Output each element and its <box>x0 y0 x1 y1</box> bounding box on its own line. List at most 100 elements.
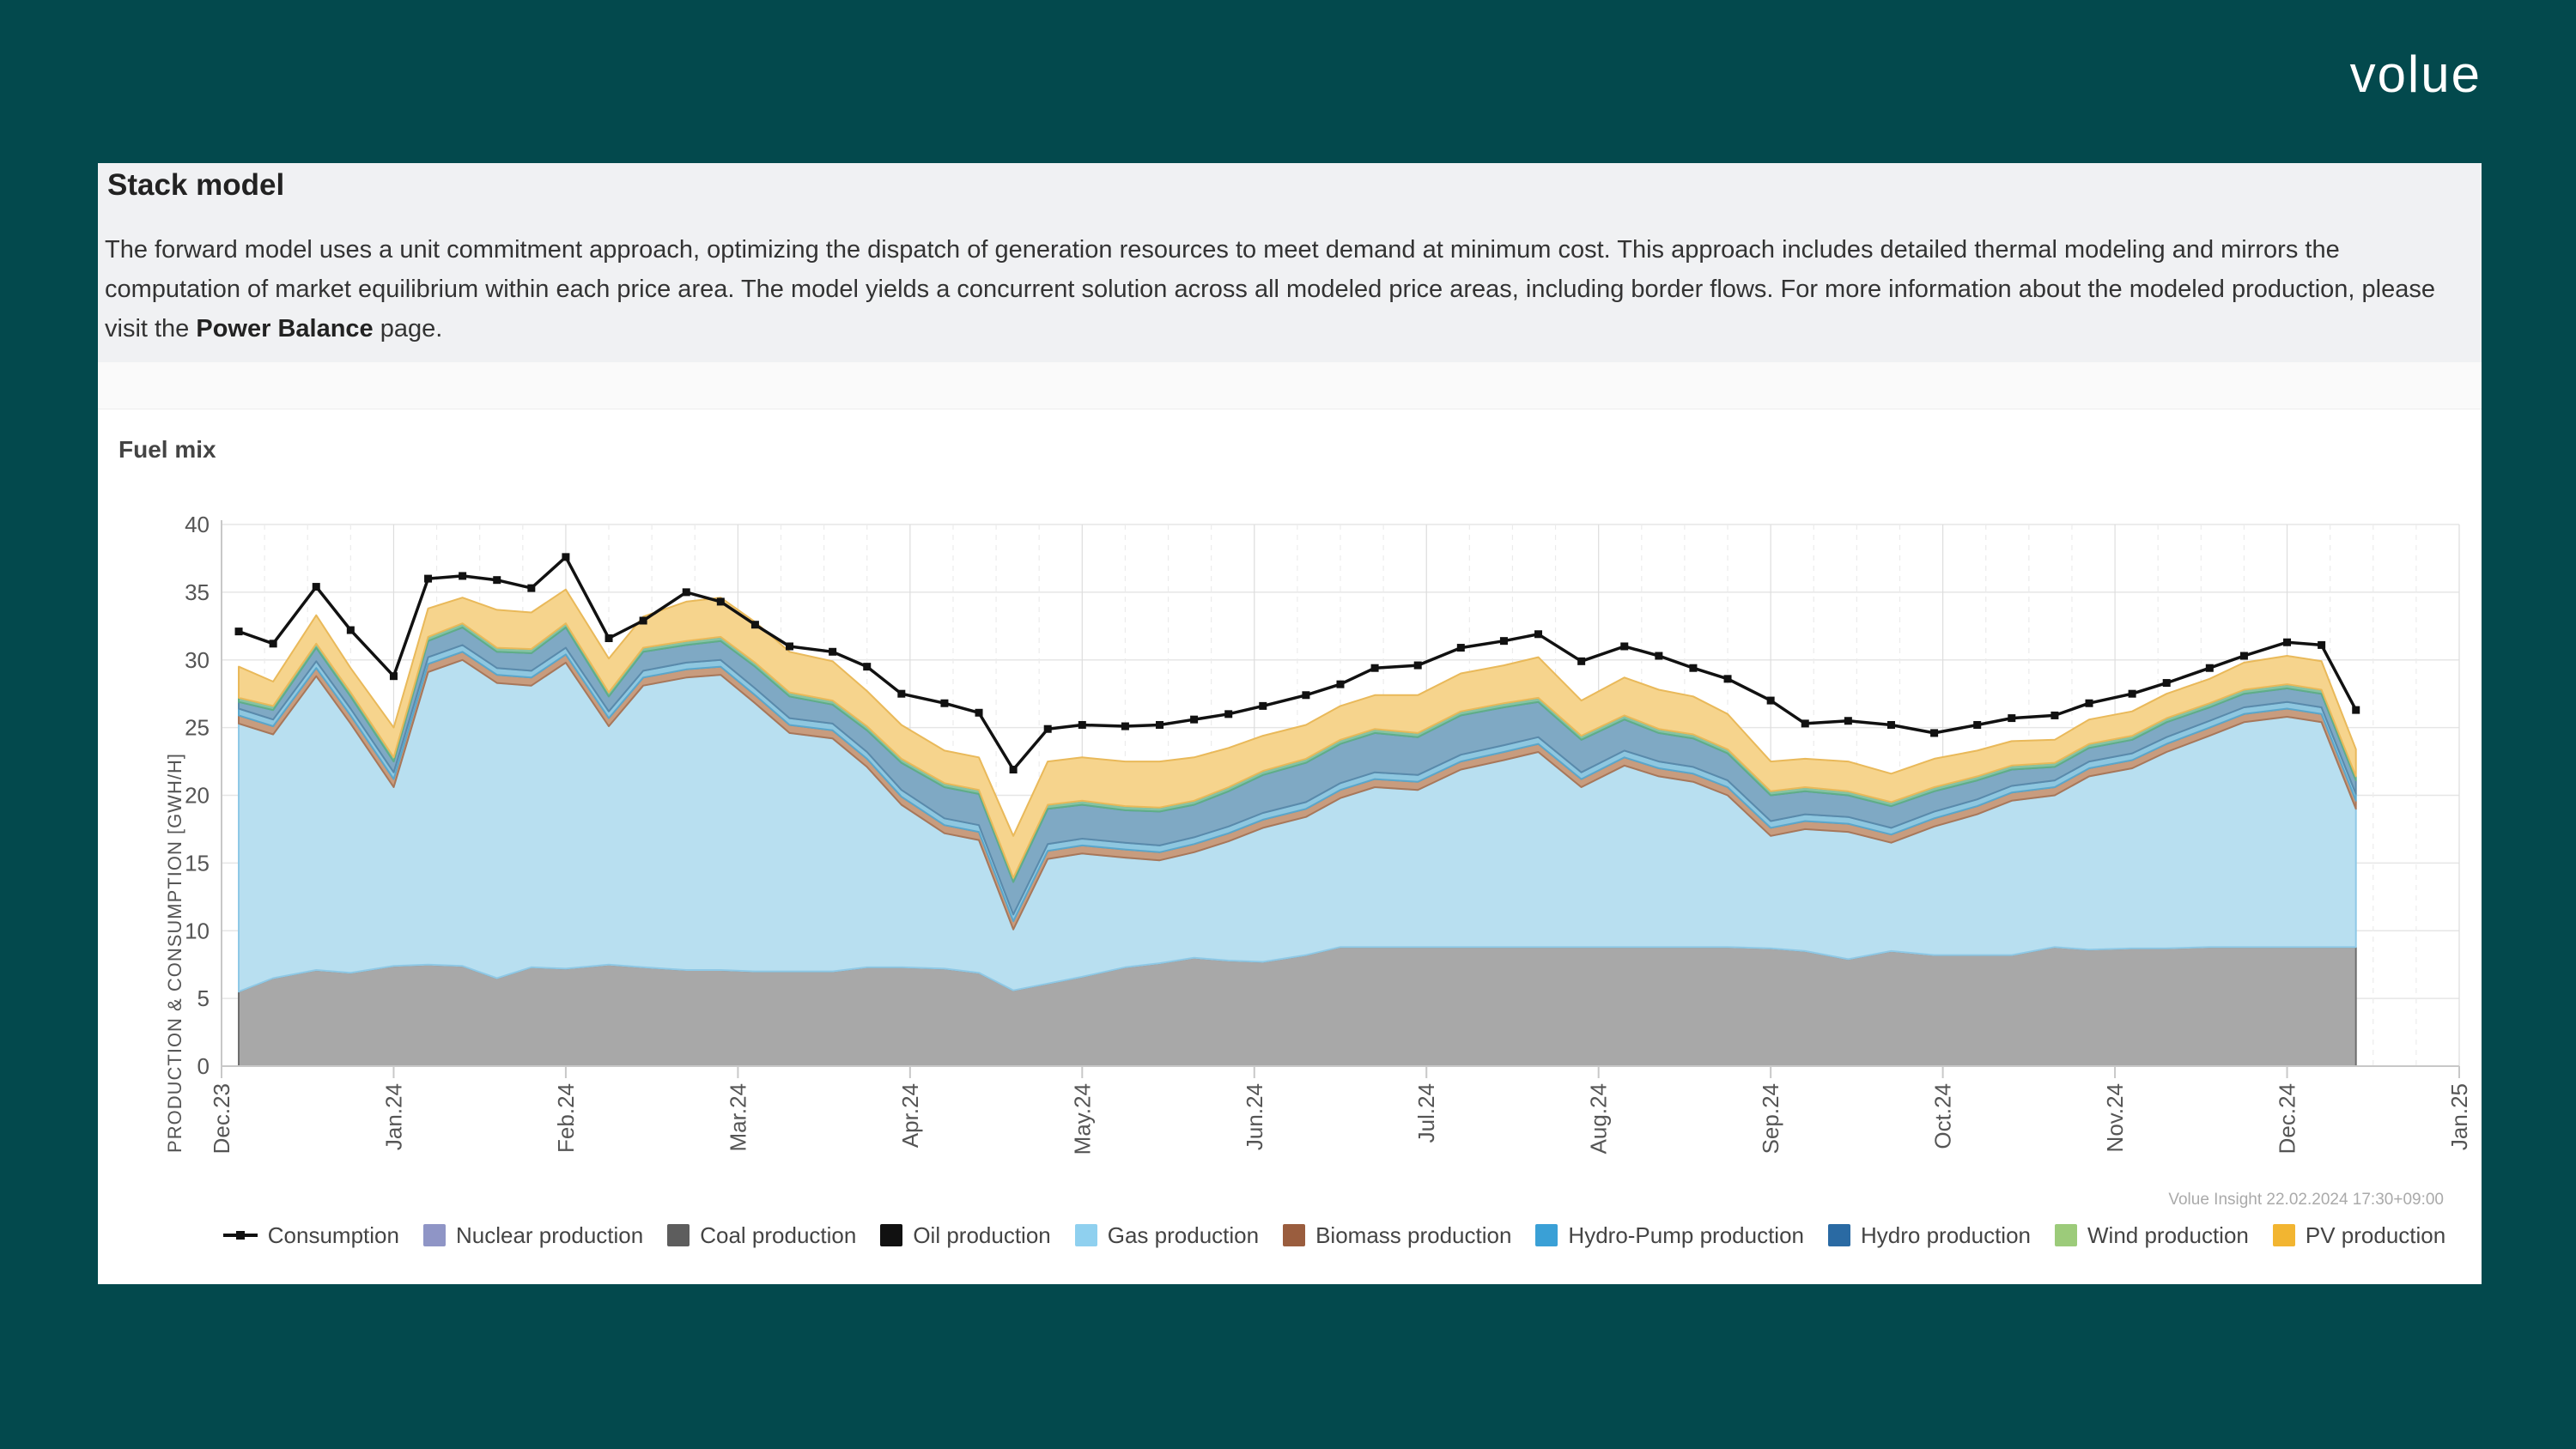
consumption-point <box>2128 689 2136 698</box>
consumption-point <box>829 647 837 656</box>
consumption-point <box>1009 766 1018 774</box>
consumption-point <box>1844 717 1852 725</box>
consumption-point <box>1930 729 1939 737</box>
legend-swatch <box>1535 1224 1558 1246</box>
x-tick-label: Jul.24 <box>1413 1083 1439 1143</box>
x-tick-label: Dec.23 <box>209 1083 234 1154</box>
stacked-areas <box>238 588 2357 1067</box>
legend-item[interactable]: Consumption <box>222 1221 399 1250</box>
consumption-point <box>562 553 570 561</box>
x-tick-label: Jun.24 <box>1242 1083 1267 1150</box>
y-tick-label: 0 <box>197 1053 210 1079</box>
legend-label: Gas production <box>1107 1222 1260 1248</box>
consumption-point <box>1336 680 1345 688</box>
info-text: The forward model uses a unit commitment… <box>105 230 2458 349</box>
consumption-point <box>1224 710 1233 718</box>
x-tick-label: Sep.24 <box>1758 1083 1783 1154</box>
consumption-point <box>1886 720 1895 729</box>
legend-label: Nuclear production <box>455 1222 644 1248</box>
consumption-point <box>1043 724 1052 733</box>
legend-swatch <box>1828 1224 1850 1246</box>
consumption-point <box>716 597 725 606</box>
consumption-point <box>424 574 433 583</box>
x-tick-label: Dec.24 <box>2275 1083 2300 1154</box>
info-box: Stack model The forward model uses a uni… <box>98 163 2482 362</box>
consumption-point <box>1190 715 1199 724</box>
legend-swatch <box>1074 1224 1097 1246</box>
legend-item[interactable]: Gas production <box>1074 1221 1260 1250</box>
consumption-point <box>940 699 949 707</box>
consumption-point <box>750 621 759 629</box>
legend-label: Oil production <box>913 1222 1051 1248</box>
consumption-point <box>1156 720 1164 729</box>
legend-item[interactable]: Hydro-Pump production <box>1535 1221 1804 1250</box>
consumption-point <box>1620 642 1629 651</box>
x-tick-label: Aug.24 <box>1586 1083 1612 1154</box>
legend-swatch <box>880 1224 903 1246</box>
consumption-point <box>2283 638 2292 646</box>
y-tick-label: 25 <box>185 715 210 741</box>
credit-text: Volue Insight 22.02.2024 17:30+09:00 <box>2168 1191 2444 1209</box>
info-text-end: page. <box>373 315 443 343</box>
consumption-point <box>2050 711 2059 719</box>
y-tick-label: 30 <box>185 647 210 673</box>
y-axis-title: PRODUCTION & CONSUMPTION [GWH/H] <box>164 753 185 1153</box>
legend-label: Consumption <box>267 1222 399 1248</box>
x-tick-label: Feb.24 <box>553 1083 579 1153</box>
pv-production-area <box>238 588 2357 879</box>
consumption-point <box>1499 637 1508 646</box>
consumption-point <box>269 640 277 648</box>
legend-item[interactable]: PV production <box>2272 1221 2445 1250</box>
consumption-point <box>1370 664 1379 672</box>
x-tick-label: Jan.25 <box>2446 1083 2472 1150</box>
consumption-point <box>1723 675 1732 683</box>
y-tick-label: 40 <box>185 512 210 537</box>
consumption-point <box>682 588 690 597</box>
legend-item[interactable]: Nuclear production <box>422 1221 644 1250</box>
consumption-point <box>2162 679 2171 688</box>
legend-item[interactable]: Hydro production <box>1828 1221 2031 1250</box>
consumption-point <box>1655 652 1663 660</box>
consumption-point <box>2085 699 2093 707</box>
consumption-point <box>2352 706 2360 714</box>
gas-production-area <box>238 658 2357 993</box>
consumption-point <box>786 642 794 651</box>
consumption-point <box>1302 691 1310 700</box>
legend-label: Biomass production <box>1315 1222 1512 1248</box>
legend-item[interactable]: Coal production <box>667 1221 856 1250</box>
brand-logo: volue <box>2349 45 2482 103</box>
legend-swatch <box>667 1224 690 1246</box>
consumption-point <box>1121 722 1129 731</box>
consumption-point <box>1801 719 1809 728</box>
consumption-point <box>975 708 983 717</box>
legend-item[interactable]: Oil production <box>880 1221 1051 1250</box>
legend-label: Hydro production <box>1861 1222 2031 1248</box>
y-tick-label: 35 <box>185 579 210 605</box>
consumption-point <box>2008 714 2016 723</box>
x-tick-label: Nov.24 <box>2102 1083 2128 1152</box>
legend-item[interactable]: Biomass production <box>1283 1221 1511 1250</box>
legend-item[interactable]: Wind production <box>2055 1221 2249 1250</box>
consumption-point <box>2205 664 2214 672</box>
x-tick-label: Jan.24 <box>380 1083 406 1150</box>
consumption-point <box>527 584 536 592</box>
consumption-point <box>1689 664 1698 672</box>
consumption-point <box>2239 652 2248 660</box>
info-text-body: The forward model uses a unit commitment… <box>105 236 2435 343</box>
consumption-point <box>1766 696 1775 705</box>
consumption-point <box>1534 630 1543 639</box>
consumption-point <box>346 626 355 634</box>
consumption-point <box>389 672 398 681</box>
consumption-point <box>639 616 647 625</box>
consumption-point <box>1259 701 1267 710</box>
y-tick-label: 10 <box>185 918 210 943</box>
consumption-line-swatch <box>222 1231 258 1240</box>
power-balance-link[interactable]: Power Balance <box>196 315 374 343</box>
axes: 0 5 10 15 20 25 30 35 40 Dec.23 Jan.24 Feb.24 Mar.24… <box>185 512 2472 1155</box>
consumption-point <box>1973 720 1982 729</box>
y-tick-label: 15 <box>185 850 210 876</box>
x-tick-label: Mar.24 <box>725 1083 750 1152</box>
consumption-point <box>863 663 872 671</box>
legend-swatch <box>422 1224 446 1246</box>
consumption-point <box>234 627 243 636</box>
